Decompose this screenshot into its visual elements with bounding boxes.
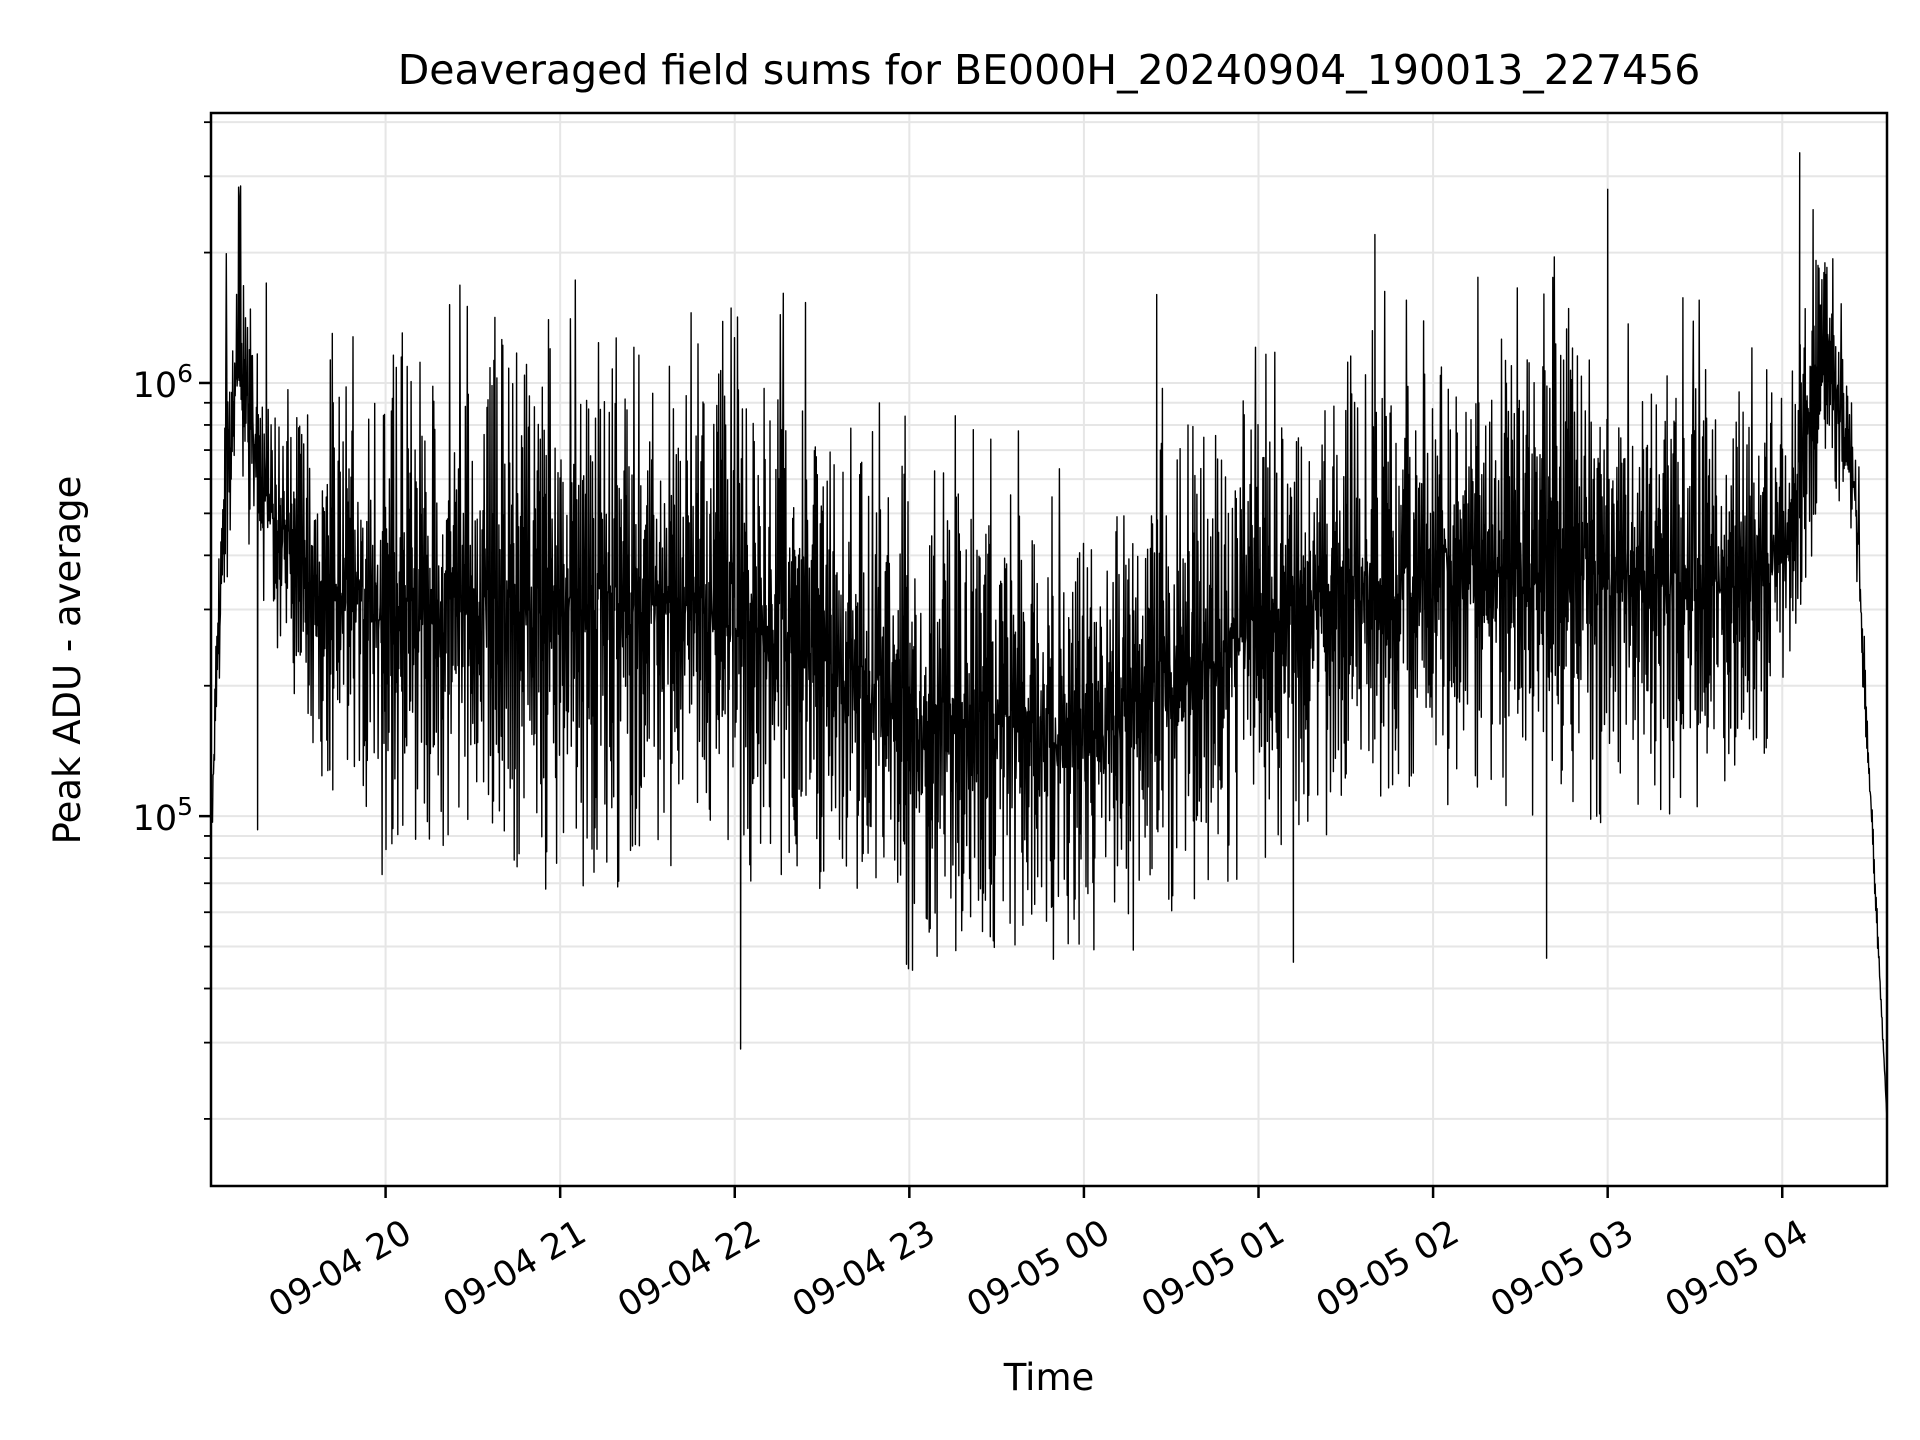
y-tick-label: 106 bbox=[133, 359, 193, 406]
series-line bbox=[210, 152, 1888, 1119]
series-group bbox=[210, 152, 1888, 1119]
chart-title: Deaveraged field sums for BE000H_2024090… bbox=[398, 46, 1701, 94]
plot-frame bbox=[209, 111, 1889, 1188]
x-axis-label: Time bbox=[1003, 1356, 1095, 1399]
y-axis: 105 106 bbox=[133, 121, 211, 1120]
y-tick-label: 105 bbox=[133, 792, 193, 839]
y-axis-label: Peak ADU - average bbox=[46, 476, 89, 845]
